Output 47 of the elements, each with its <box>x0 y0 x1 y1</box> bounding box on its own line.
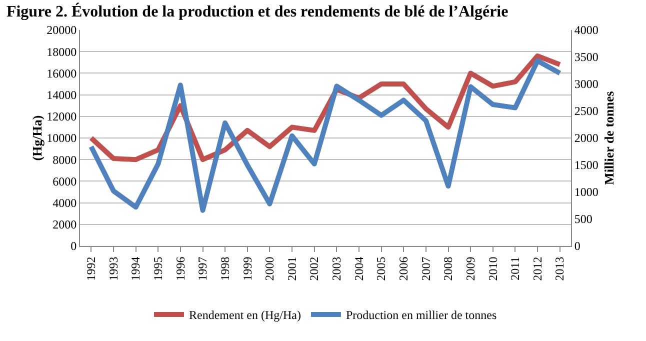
x-tick-label: 2005 <box>374 256 388 281</box>
x-tick-label: 2002 <box>307 256 322 281</box>
y2-tick-label: 2500 <box>574 104 598 118</box>
x-tick-label: 1992 <box>84 256 98 281</box>
x-tick-label: 2012 <box>530 256 544 281</box>
x-tick-label: 2009 <box>463 256 478 281</box>
x-tick-label: 2004 <box>352 256 366 281</box>
x-tick-label: 2000 <box>262 256 277 281</box>
x-tick-label: 2001 <box>284 256 299 281</box>
x-tick-label: 2011 <box>508 256 522 280</box>
y-axis-title: (Hg/Ha) <box>30 115 45 161</box>
y-tick-label: 16000 <box>46 66 77 80</box>
y-tick-label: 12000 <box>46 110 77 124</box>
x-tick-label: 1993 <box>106 256 120 281</box>
legend-label: Rendement en (Hg/Ha) <box>189 308 301 322</box>
x-tick-label: 2003 <box>330 256 344 281</box>
y-tick-label: 14000 <box>46 88 77 102</box>
x-tick-label: 1999 <box>240 256 254 281</box>
y-tick-label: 4000 <box>52 196 77 210</box>
legend-label: Production en millier de tonnes <box>346 308 497 322</box>
y-tick-label: 6000 <box>52 174 77 188</box>
x-tick-label: 1996 <box>173 256 188 281</box>
x-tick-label: 1995 <box>151 256 166 281</box>
x-tick-label: 2006 <box>396 256 411 281</box>
y2-tick-label: 1500 <box>574 158 598 172</box>
y-tick-label: 10000 <box>46 131 77 146</box>
y2-tick-label: 4000 <box>574 23 598 38</box>
x-tick-label: 1998 <box>218 256 232 281</box>
y-tick-label: 2000 <box>52 218 77 232</box>
y-tick-label: 0 <box>70 239 77 254</box>
y2-tick-label: 500 <box>574 212 592 226</box>
y2-axis-title: Millier de tonnes <box>602 91 616 185</box>
chart-title: Figure 2. Évolution de la production et des rendements de blé de l’Algérie <box>6 2 508 20</box>
x-tick-label: 2008 <box>441 256 456 281</box>
y2-tick-label: 3000 <box>574 77 598 92</box>
x-tick-label: 2007 <box>418 256 433 281</box>
y-tick-label: 8000 <box>52 152 77 167</box>
x-tick-label: 2010 <box>486 256 500 281</box>
y-tick-label: 20000 <box>46 23 77 38</box>
x-tick-label: 1994 <box>128 256 143 281</box>
x-tick-label: 2013 <box>552 256 567 281</box>
y2-tick-label: 2000 <box>574 131 598 146</box>
y2-tick-label: 3500 <box>574 50 598 64</box>
y2-tick-label: 1000 <box>574 185 598 200</box>
y2-tick-label: 0 <box>574 239 580 254</box>
y-tick-label: 18000 <box>46 44 77 59</box>
x-tick-label: 1997 <box>196 256 210 281</box>
